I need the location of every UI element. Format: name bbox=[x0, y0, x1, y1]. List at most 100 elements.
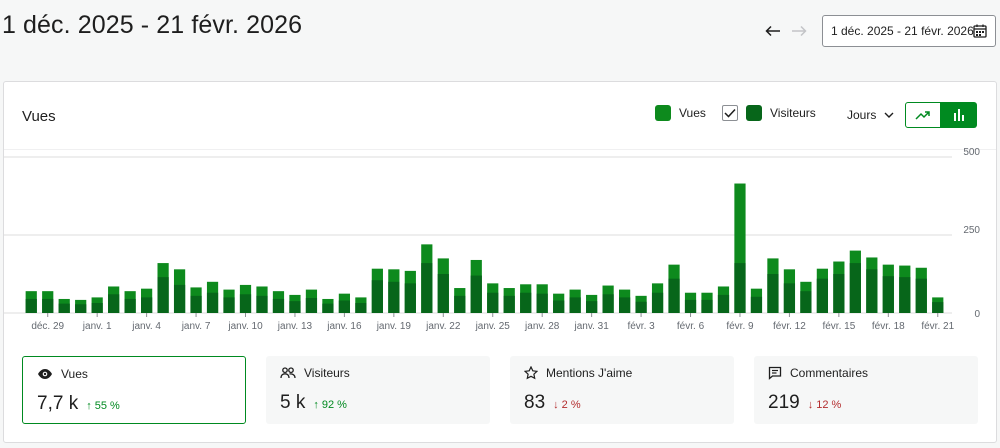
x-tick-label: janv. 19 bbox=[376, 321, 412, 332]
date-navigation bbox=[764, 21, 808, 41]
bar-chart-button[interactable] bbox=[941, 102, 977, 128]
x-tick-label: févr. 9 bbox=[726, 321, 754, 332]
delta-text: 55 % bbox=[94, 400, 120, 412]
visitors-bar bbox=[305, 298, 318, 313]
visitors-bar bbox=[141, 297, 153, 313]
visitors-bar bbox=[750, 296, 763, 313]
visitors-bar bbox=[454, 295, 466, 313]
delta-text: 2 % bbox=[561, 399, 581, 411]
x-tick-label: janv. 4 bbox=[131, 321, 161, 332]
star-icon bbox=[524, 366, 538, 380]
stat-card-views[interactable]: Vues 7,7 k ↑ 55 % bbox=[22, 356, 246, 424]
visitors-bar bbox=[371, 280, 383, 313]
stat-header: Commentaires bbox=[768, 366, 868, 380]
visitors-bar bbox=[437, 274, 449, 313]
visitors-bar bbox=[767, 274, 779, 313]
x-tick-label: févr. 3 bbox=[627, 321, 655, 332]
visitors-bar bbox=[717, 294, 730, 313]
visitors-bar bbox=[173, 284, 186, 313]
date-range-label: 1 déc. 2025 - 21 févr. 2026 bbox=[831, 24, 974, 38]
visitors-bar bbox=[536, 293, 548, 313]
stats-card: Vues Vues Visiteurs Jours 0 250 500 déc. 29… bbox=[3, 81, 997, 443]
x-tick-label: janv. 16 bbox=[326, 321, 362, 332]
line-chart-button[interactable] bbox=[905, 102, 941, 128]
x-tick-label: févr. 21 bbox=[921, 321, 954, 332]
stat-header: Vues bbox=[37, 367, 88, 381]
visitors-bar bbox=[404, 283, 416, 313]
stat-card-visitors[interactable]: Visiteurs 5 k ↑ 92 % bbox=[266, 356, 490, 424]
comment-icon bbox=[768, 366, 782, 380]
visitors-bar bbox=[108, 294, 120, 313]
stat-card-comments[interactable]: Commentaires 219 ↓ 12 % bbox=[754, 356, 978, 424]
x-tick-label: déc. 29 bbox=[31, 321, 64, 332]
visitors-bar bbox=[388, 281, 400, 313]
x-tick-label: févr. 18 bbox=[872, 321, 905, 332]
visitors-bar bbox=[223, 297, 235, 313]
visitors-bar bbox=[124, 298, 136, 313]
legend-visitors: Visiteurs bbox=[722, 105, 816, 121]
visitors-bar bbox=[239, 294, 252, 313]
stat-row: 219 ↓ 12 % bbox=[768, 392, 841, 414]
delta-text: 92 % bbox=[321, 399, 347, 411]
date-range-picker[interactable]: 1 déc. 2025 - 21 févr. 2026 bbox=[822, 15, 996, 47]
visitors-checkbox[interactable] bbox=[722, 105, 738, 121]
stat-card-likes[interactable]: Mentions J'aime 83 ↓ 2 % bbox=[510, 356, 734, 424]
x-tick-label: janv. 25 bbox=[475, 321, 511, 332]
next-period-button[interactable] bbox=[790, 21, 808, 41]
visitors-bar bbox=[503, 295, 515, 313]
visitors-bar bbox=[635, 301, 647, 313]
visitors-bar bbox=[602, 294, 614, 313]
visitors-bar bbox=[684, 299, 697, 313]
x-tick-label: janv. 31 bbox=[573, 321, 609, 332]
views-swatch bbox=[655, 105, 671, 121]
stat-row: 5 k ↑ 92 % bbox=[280, 392, 347, 414]
y-tick-label: 250 bbox=[963, 225, 980, 236]
calendar-icon bbox=[973, 24, 987, 38]
visitors-swatch bbox=[746, 105, 762, 121]
visitors-bar bbox=[932, 302, 944, 313]
stat-value: 7,7 k bbox=[37, 393, 79, 414]
visitors-bar bbox=[882, 276, 894, 313]
visitors-bar bbox=[553, 300, 565, 313]
people-icon bbox=[280, 367, 296, 379]
visitors-bar bbox=[866, 269, 878, 313]
stat-header: Mentions J'aime bbox=[524, 366, 632, 380]
previous-period-button[interactable] bbox=[764, 21, 782, 41]
x-tick-label: janv. 1 bbox=[82, 321, 112, 332]
x-tick-label: févr. 6 bbox=[677, 321, 705, 332]
visitors-bar bbox=[421, 263, 433, 313]
stat-label: Visiteurs bbox=[304, 366, 350, 380]
visitors-bar bbox=[569, 297, 581, 313]
x-tick-label: janv. 28 bbox=[524, 321, 560, 332]
visitors-bar bbox=[668, 278, 680, 313]
visitors-bar bbox=[915, 278, 927, 313]
x-tick-label: févr. 12 bbox=[773, 321, 806, 332]
stat-delta: ↑ 55 % bbox=[86, 400, 120, 412]
visitors-bar bbox=[190, 295, 202, 313]
stat-label: Vues bbox=[61, 367, 88, 381]
bar-chart-icon bbox=[953, 109, 964, 121]
y-tick-label: 500 bbox=[963, 147, 980, 158]
visitors-bar bbox=[206, 292, 219, 313]
visitors-bar bbox=[322, 303, 334, 313]
y-tick-label: 0 bbox=[974, 309, 980, 320]
arrow-up-icon: ↑ bbox=[86, 400, 92, 412]
stat-value: 5 k bbox=[280, 392, 306, 413]
visitors-bar bbox=[355, 303, 367, 313]
bar-chart: 0 250 500 déc. 29 janv. 1 janv. 4 janv. 7 janv.… bbox=[4, 147, 980, 332]
x-tick-label: janv. 10 bbox=[227, 321, 263, 332]
views-bar bbox=[734, 183, 746, 313]
visitors-bar bbox=[338, 300, 351, 313]
stat-label: Commentaires bbox=[790, 366, 869, 380]
period-select[interactable]: Jours bbox=[847, 108, 894, 122]
visitors-bar bbox=[470, 275, 482, 313]
eye-icon bbox=[38, 369, 52, 379]
visitors-bar bbox=[800, 291, 812, 313]
chart-title: Vues bbox=[22, 108, 56, 125]
visitors-bar bbox=[783, 283, 796, 313]
stat-value: 219 bbox=[768, 392, 800, 413]
visitors-bar bbox=[272, 298, 285, 313]
arrow-up-icon: ↑ bbox=[313, 399, 319, 411]
chart-divider bbox=[4, 149, 996, 150]
stat-header: Visiteurs bbox=[280, 366, 350, 380]
